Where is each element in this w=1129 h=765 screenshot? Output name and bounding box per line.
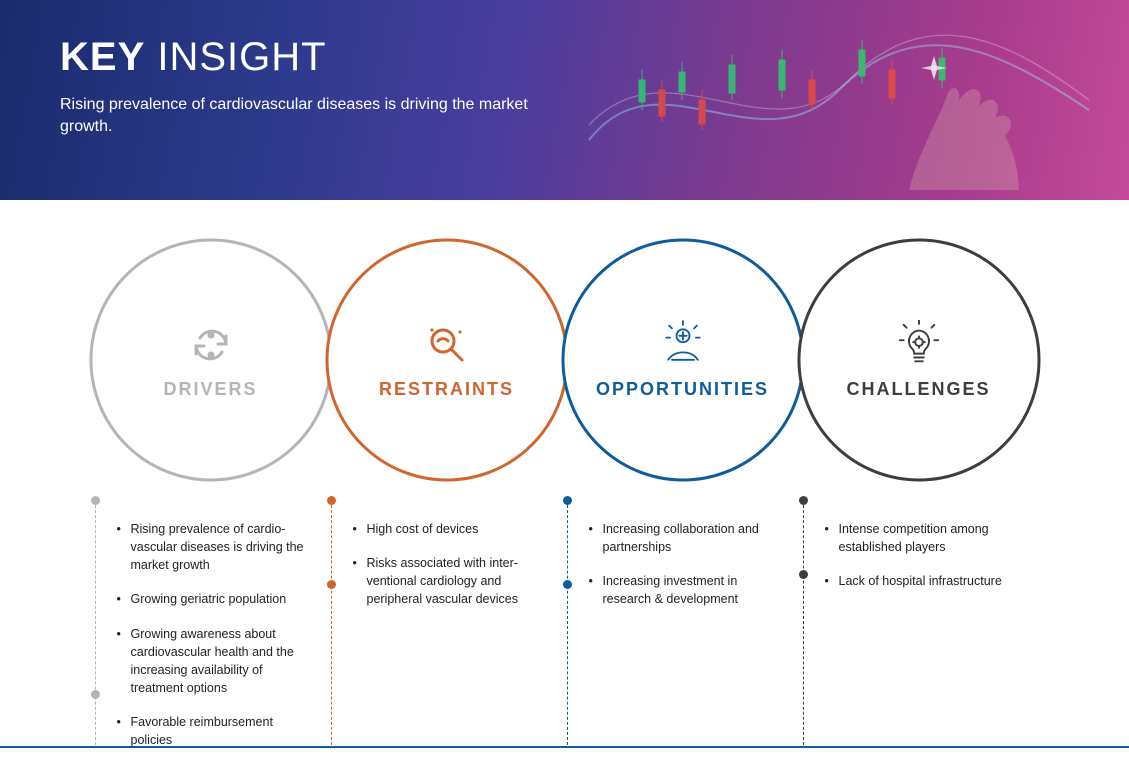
circle-label-opportunities: OPPORTUNITIES [596,379,769,400]
list-item: Intense competition among established pl… [825,520,1021,556]
list-item: Increasing collaboration and partnership… [589,520,785,556]
list-item: Increasing investment in research & deve… [589,572,785,608]
lists-row: Rising prevalence of cardio­vascular dis… [0,510,1129,765]
list-item: Rising prevalence of cardio­vascular dis… [117,520,313,574]
magnify-icon [423,321,471,369]
list-item: High cost of devices [353,520,549,538]
list-item: Growing awareness about cardiovascular h… [117,625,313,698]
list-opportunities: Increasing collaboration and partnership… [589,520,785,609]
hand-plus-icon [659,321,707,369]
circle-drivers: DRIVERS [81,230,341,490]
list-drivers: Rising prevalence of cardio­vascular dis… [117,520,313,749]
page-title: KEY INSIGHT [60,35,1069,80]
connector-end-dot [91,690,100,699]
list-item: Favorable reimbursement policies [117,713,313,749]
list-item: Lack of hospital infrastruc­ture [825,572,1021,590]
circle-opportunities: OPPORTUNITIES [553,230,813,490]
header-banner: KEY INSIGHT Rising prevalence of cardiov… [0,0,1129,200]
circle-label-drivers: DRIVERS [163,379,257,400]
list-item: Risks associated with inter­ventional ca… [353,554,549,608]
connector-end-dot [563,580,572,589]
list-restraints: High cost of devices Risks associated wi… [353,520,549,609]
title-light: INSIGHT [157,35,326,79]
col-restraints: High cost of devices Risks associated wi… [317,510,577,765]
list-challenges: Intense competition among established pl… [825,520,1021,590]
circle-challenges: CHALLENGES [789,230,1049,490]
page-subtitle: Rising prevalence of cardiovascular dise… [60,94,580,139]
col-challenges: Intense competition among established pl… [789,510,1049,765]
circle-label-challenges: CHALLENGES [846,379,990,400]
title-bold: KEY [60,35,145,79]
bulb-gear-icon [895,321,943,369]
connector-end-dot [327,580,336,589]
circle-label-restraints: RESTRAINTS [379,379,514,400]
col-opportunities: Increasing collaboration and partnership… [553,510,813,765]
circles-row: DRIVERS RESTRAINTS [0,230,1129,510]
cycle-icon [187,321,235,369]
list-item: Growing geriatric popula­tion [117,590,313,608]
circle-restraints: RESTRAINTS [317,230,577,490]
col-drivers: Rising prevalence of cardio­vascular dis… [81,510,341,765]
connector-end-dot [799,570,808,579]
